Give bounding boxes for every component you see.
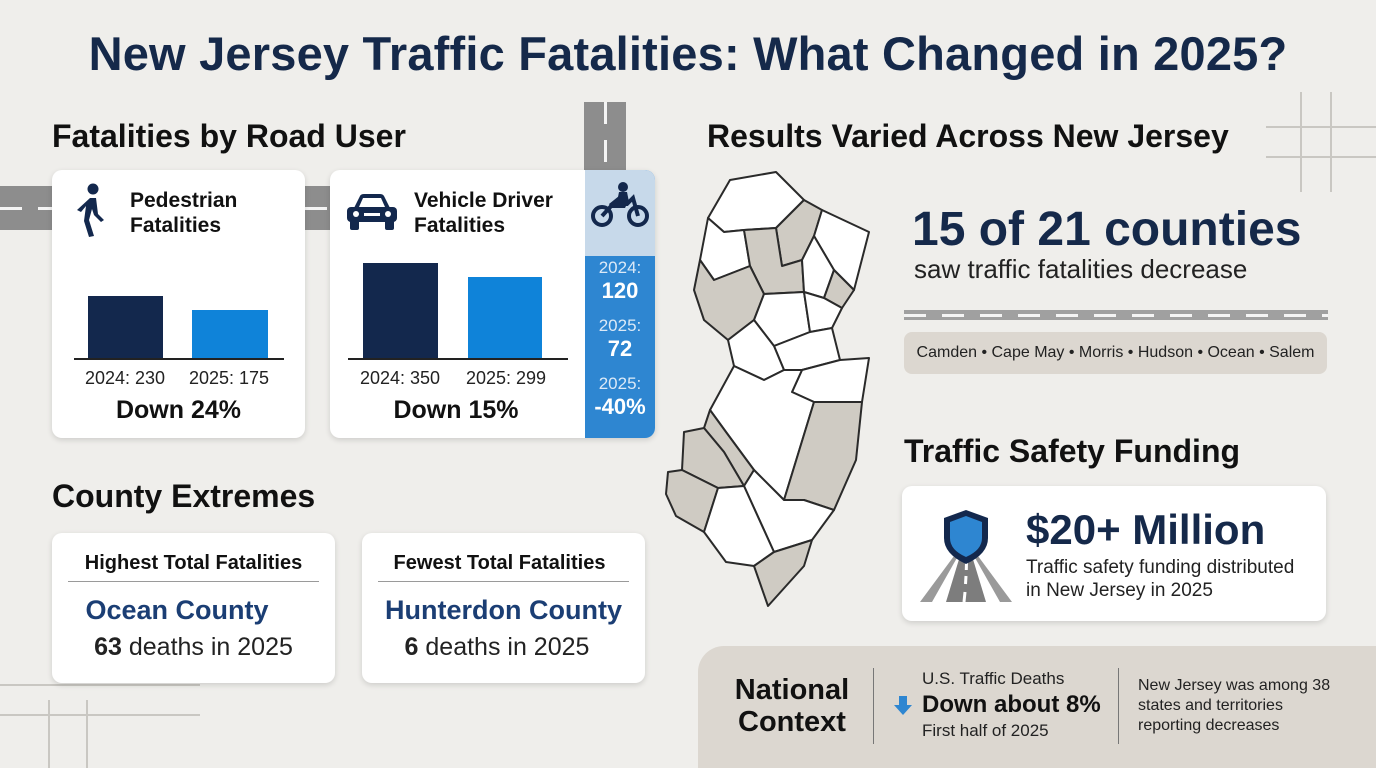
vehicle-driver-card: Vehicle Driver Fatalities 2024: 350 2025… xyxy=(330,170,655,438)
pedestrian-axis xyxy=(74,358,284,360)
vehicle-driver-label-2025: 2025: 299 xyxy=(465,368,547,388)
road-decoration xyxy=(1266,126,1376,158)
road-decoration xyxy=(0,186,52,230)
pedestrian-bar-2024 xyxy=(88,295,163,358)
motorcycle-label-2025: 2025: xyxy=(598,316,642,335)
national-label: U.S. Traffic Deaths xyxy=(922,669,1065,688)
national-title: National Context xyxy=(722,674,862,738)
pedestrian-chart xyxy=(74,258,284,358)
fewest-heading: Fewest Total Fatalities xyxy=(393,552,606,574)
road-decoration xyxy=(48,700,88,768)
national-note: New Jersey was among 38 states and terri… xyxy=(1138,676,1330,736)
highest-deaths: 63 deaths in 2025 xyxy=(52,633,335,662)
fewest-card: Fewest Total Fatalities Hunterdon County… xyxy=(362,533,645,683)
pedestrian-label-2025: 2025: 175 xyxy=(188,368,270,388)
results-stat-sub: saw traffic fatalities decrease xyxy=(914,254,1248,284)
fewest-divider xyxy=(378,581,629,582)
motorcycle-header xyxy=(585,170,655,256)
motorcycle-change: -40% xyxy=(594,394,646,419)
motorcycle-label-change: 2025: xyxy=(598,374,642,393)
extremes-heading: County Extremes xyxy=(52,478,316,514)
funding-card: $20+ Million Traffic safety funding dist… xyxy=(902,486,1326,621)
motorcycle-label-2024: 2024: xyxy=(598,258,642,277)
shield-road-icon xyxy=(920,510,1012,602)
highest-suffix: deaths in 2025 xyxy=(121,633,293,661)
pedestrian-card: Pedestrian Fatalities 2024: 230 2025: 17… xyxy=(52,170,305,438)
decreased-counties-list: Camden • Cape May • Morris • Hudson • Oc… xyxy=(904,332,1327,374)
new-jersey-map xyxy=(665,171,870,607)
vehicle-driver-label-2: Fatalities xyxy=(414,214,506,237)
funding-amount: $20+ Million xyxy=(1026,506,1266,553)
down-arrow-icon xyxy=(894,696,912,715)
pedestrian-label-2: Fatalities xyxy=(130,214,222,237)
pedestrian-change: Down 24% xyxy=(115,396,242,424)
results-stat: 15 of 21 counties xyxy=(912,203,1302,256)
funding-heading: Traffic Safety Funding xyxy=(904,433,1241,469)
fewest-suffix: deaths in 2025 xyxy=(418,633,590,661)
vehicle-driver-chart xyxy=(348,258,568,358)
motorcycle-column: 2024: 120 2025: 72 2025: -40% xyxy=(585,170,655,438)
county-union xyxy=(803,291,843,333)
road-decoration xyxy=(1300,92,1332,192)
highest-county: Ocean County xyxy=(85,595,269,625)
page-title: New Jersey Traffic Fatalities: What Chan… xyxy=(88,27,1288,80)
highest-count: 63 xyxy=(94,633,122,661)
road-decoration xyxy=(0,684,200,716)
national-divider-1 xyxy=(873,668,874,744)
vehicle-driver-label-1: Vehicle Driver xyxy=(414,189,553,212)
pedestrian-label-1: Pedestrian xyxy=(130,189,238,212)
pedestrian-bar-2025 xyxy=(192,310,268,358)
road-decoration xyxy=(305,186,330,230)
road-user-heading: Fatalities by Road User xyxy=(52,118,406,154)
motorcycle-icon xyxy=(591,182,649,227)
funding-line-2: in New Jersey in 2025 xyxy=(1026,580,1213,601)
car-icon xyxy=(347,194,397,230)
pedestrian-icon xyxy=(77,183,104,237)
funding-line-1: Traffic safety funding distributed xyxy=(1026,557,1295,578)
highest-heading: Highest Total Fatalities xyxy=(84,552,303,574)
motorcycle-value-2024: 120 xyxy=(601,278,639,303)
national-context-panel: National Context U.S. Traffic Deaths Dow… xyxy=(698,646,1376,768)
motorcycle-value-2025: 72 xyxy=(607,336,633,361)
national-note-1: New Jersey was among 38 xyxy=(1138,677,1331,694)
vehicle-driver-change: Down 15% xyxy=(393,396,519,424)
fewest-county: Hunterdon County xyxy=(385,595,622,625)
vehicle-driver-bar-2024 xyxy=(363,262,438,358)
national-period: First half of 2025 xyxy=(922,721,1049,740)
national-note-2: states and territories xyxy=(1138,697,1283,714)
county-cape-may xyxy=(753,539,813,607)
pedestrian-label-2024: 2024: 230 xyxy=(84,368,166,388)
results-heading: Results Varied Across New Jersey xyxy=(707,118,1229,154)
fewest-deaths: 6 deaths in 2025 xyxy=(362,633,632,662)
highest-card: Highest Total Fatalities Ocean County 63… xyxy=(52,533,335,683)
vehicle-driver-label-2024: 2024: 350 xyxy=(359,368,441,388)
highest-divider xyxy=(68,581,319,582)
national-title-2: Context xyxy=(738,706,846,738)
road-decoration xyxy=(584,102,626,170)
national-title-1: National xyxy=(734,674,850,706)
vehicle-driver-bar-2025 xyxy=(468,276,542,358)
vehicle-driver-axis xyxy=(348,358,568,360)
national-value: Down about 8% xyxy=(922,691,1101,718)
fewest-count: 6 xyxy=(404,633,419,661)
national-note-3: reporting decreases xyxy=(1138,717,1280,734)
national-divider-2 xyxy=(1118,668,1119,744)
results-divider-road xyxy=(904,310,1328,320)
